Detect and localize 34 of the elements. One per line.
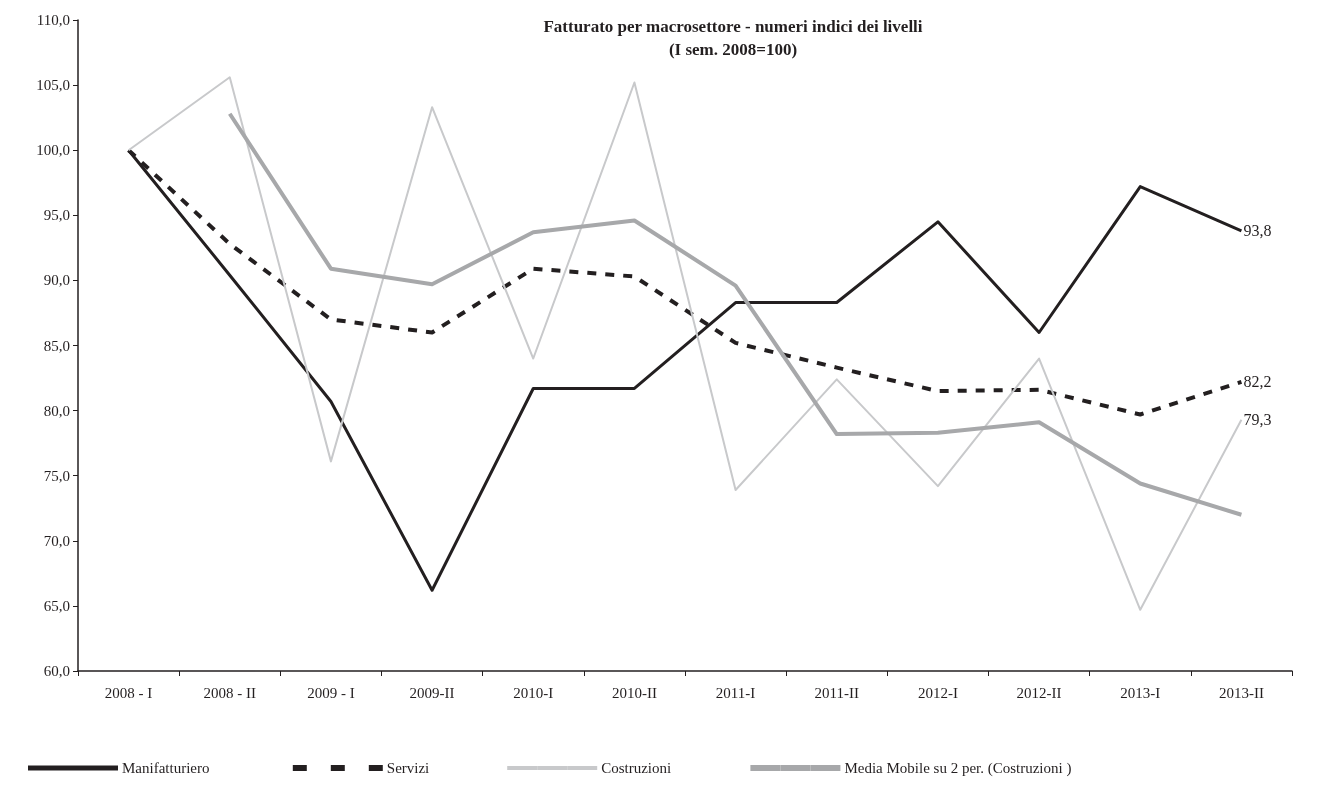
y-tick-label: 60,0: [43, 663, 70, 679]
x-tick-label: 2008 - I: [104, 684, 153, 701]
y-tick-label: 65,0: [43, 597, 70, 614]
y-tick-label: 70,0: [43, 532, 70, 549]
legend-label: Manifatturiero: [122, 760, 210, 776]
x-tick-label: 2011-I: [715, 684, 756, 701]
text: (I sem. 2008=100): [668, 40, 798, 59]
legend-label: Servizi: [386, 760, 430, 776]
y-tick-label: 100,0: [36, 142, 70, 159]
x-tick-label: 2012-II: [1016, 684, 1062, 701]
legend-label: Costruzioni: [601, 760, 672, 776]
y-tick-label: 110,0: [36, 12, 70, 28]
legend-label: Media Mobile su 2 per. (Costruzioni ): [844, 760, 1072, 777]
x-tick-label: 2008 - II: [203, 684, 256, 701]
y-tick-label: 95,0: [43, 207, 70, 224]
chart-title: Fatturato per macrosettore - numeri indici dei livelli: [543, 17, 923, 36]
line-series: [227, 111, 1244, 517]
x-tick-label: 2012-I: [917, 684, 958, 701]
x-tick-label: 2011-II: [814, 684, 859, 701]
x-tick-label: 2010-I: [513, 684, 554, 701]
y-tick-label: 80,0: [43, 402, 70, 419]
y-tick-label: 85,0: [43, 337, 70, 354]
x-tick-label: 2013-I: [1120, 684, 1161, 701]
y-tick-label: 90,0: [43, 272, 70, 289]
line-series: [127, 76, 1243, 611]
x-tick-label: 2009 - I: [307, 684, 355, 701]
data-label: 82,2: [1243, 373, 1272, 391]
x-tick-label: 2010-II: [611, 684, 657, 701]
y-tick-label: 105,0: [36, 77, 70, 94]
data-label: 93,8: [1243, 222, 1272, 240]
y-tick-label: 75,0: [43, 467, 70, 484]
x-tick-label: 2013-II: [1218, 684, 1264, 701]
data-label: 79,3: [1243, 411, 1272, 429]
x-tick-label: 2009-II: [409, 684, 455, 701]
